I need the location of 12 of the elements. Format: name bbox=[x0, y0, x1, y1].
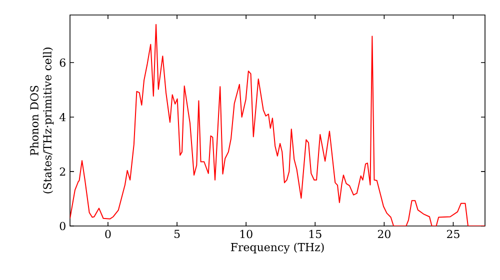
x-tick-label: 10 bbox=[240, 230, 252, 238]
y-tick-label: 0 bbox=[60, 222, 66, 230]
y-tick-label: 4 bbox=[59, 113, 66, 122]
x-tick-label: 20 bbox=[378, 230, 390, 238]
x-tick-label: 0 bbox=[105, 230, 111, 238]
x-tick-label: 15 bbox=[309, 230, 322, 238]
y-tick-label: 6 bbox=[60, 58, 66, 67]
y-axis-title: Phonon DOS (States/THz·primitive cell) bbox=[30, 48, 54, 194]
x-tick-label: 5 bbox=[174, 230, 180, 238]
y-tick-label: 2 bbox=[60, 167, 66, 176]
x-axis-title: Frequency (THz) bbox=[230, 242, 324, 254]
x-tick-label: 25 bbox=[446, 230, 460, 238]
